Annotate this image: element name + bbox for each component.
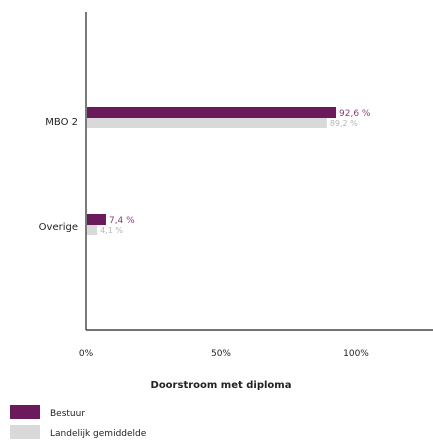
x-tick-label-0: 0% bbox=[79, 349, 94, 359]
bar-overige-landelijk-gemiddelde bbox=[87, 225, 98, 235]
data-label-overige-bestuur: 7,4 % bbox=[109, 216, 135, 226]
x-axis-title: Doorstroom met diploma bbox=[151, 380, 292, 391]
bars-group: 92,6 %89,2 % 7,4 %4,1 % bbox=[87, 107, 371, 235]
x-tick-label-50: 50% bbox=[211, 349, 231, 359]
legend-label-landelijk-gemiddelde: Landelijk gemiddelde bbox=[50, 429, 147, 439]
bar-mbo2-landelijk-gemiddelde bbox=[87, 118, 327, 128]
bar-overige-bestuur bbox=[87, 214, 106, 225]
category-label-mbo2: MBO 2 bbox=[45, 117, 78, 128]
bar-mbo2-bestuur bbox=[87, 107, 337, 118]
legend-swatch-landelijk-gemiddelde bbox=[10, 425, 40, 439]
category-label-overige: Overige bbox=[39, 222, 78, 233]
legend-label-bestuur: Bestuur bbox=[50, 409, 85, 419]
data-label-mbo2-bestuur: 92,6 % bbox=[339, 109, 371, 119]
data-label-mbo2-landelijk-gemiddelde: 89,2 % bbox=[330, 119, 358, 128]
data-label-overige-landelijk-gemiddelde: 4,1 % bbox=[100, 226, 123, 235]
x-tick-label-100: 100% bbox=[343, 349, 369, 359]
legend-swatch-bestuur bbox=[10, 405, 40, 419]
